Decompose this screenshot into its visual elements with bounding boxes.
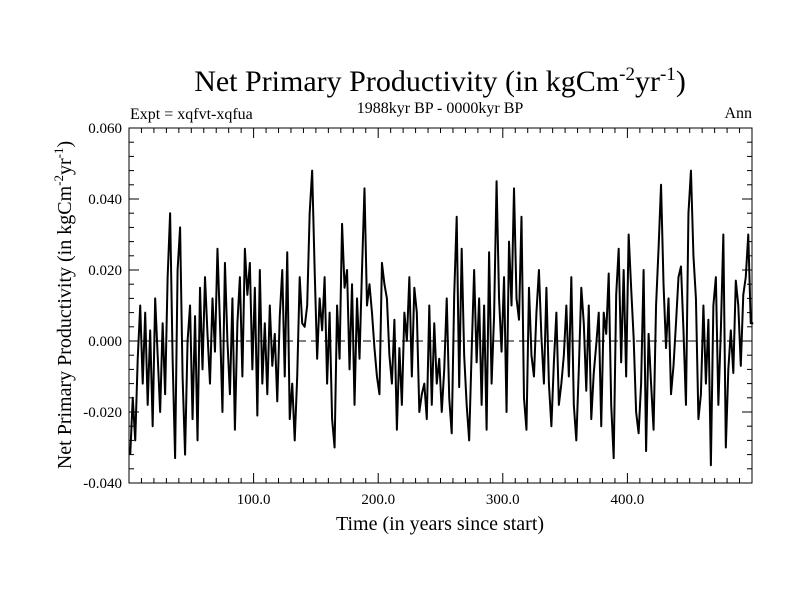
chart-title: Net Primary Productivity (in kgCm-2yr-1) xyxy=(194,64,686,98)
npp-series-line xyxy=(129,169,754,467)
y-tick-label: 0.040 xyxy=(88,192,122,208)
axis-ticks xyxy=(129,127,752,484)
y-tick-label: 0.020 xyxy=(88,263,122,279)
x-tick-label: 200.0 xyxy=(361,492,395,508)
y-tick-label: 0.000 xyxy=(88,334,122,350)
y-tick-label: 0.060 xyxy=(88,121,122,137)
x-tick-label: 300.0 xyxy=(486,492,520,508)
x-tick-label: 400.0 xyxy=(611,492,645,508)
plot-frame xyxy=(128,127,753,484)
chart-subtitle: 1988kyr BP - 0000kyr BP xyxy=(357,100,524,117)
y-axis-label: Net Primary Productivity (in kgCm-2yr-1) xyxy=(51,141,76,469)
tick-labels: 100.0 200.0 300.0 400.0 -0.040 -0.020 0.000 0.0… xyxy=(83,121,644,508)
y-tick-label: -0.040 xyxy=(83,476,122,492)
y-tick-label: -0.020 xyxy=(83,405,122,421)
experiment-label: Expt = xqfvt-xqfua xyxy=(130,106,253,123)
x-tick-label: 100.0 xyxy=(237,492,271,508)
x-axis-label: Time (in years since start) xyxy=(336,513,544,535)
season-label: Ann xyxy=(724,105,752,122)
